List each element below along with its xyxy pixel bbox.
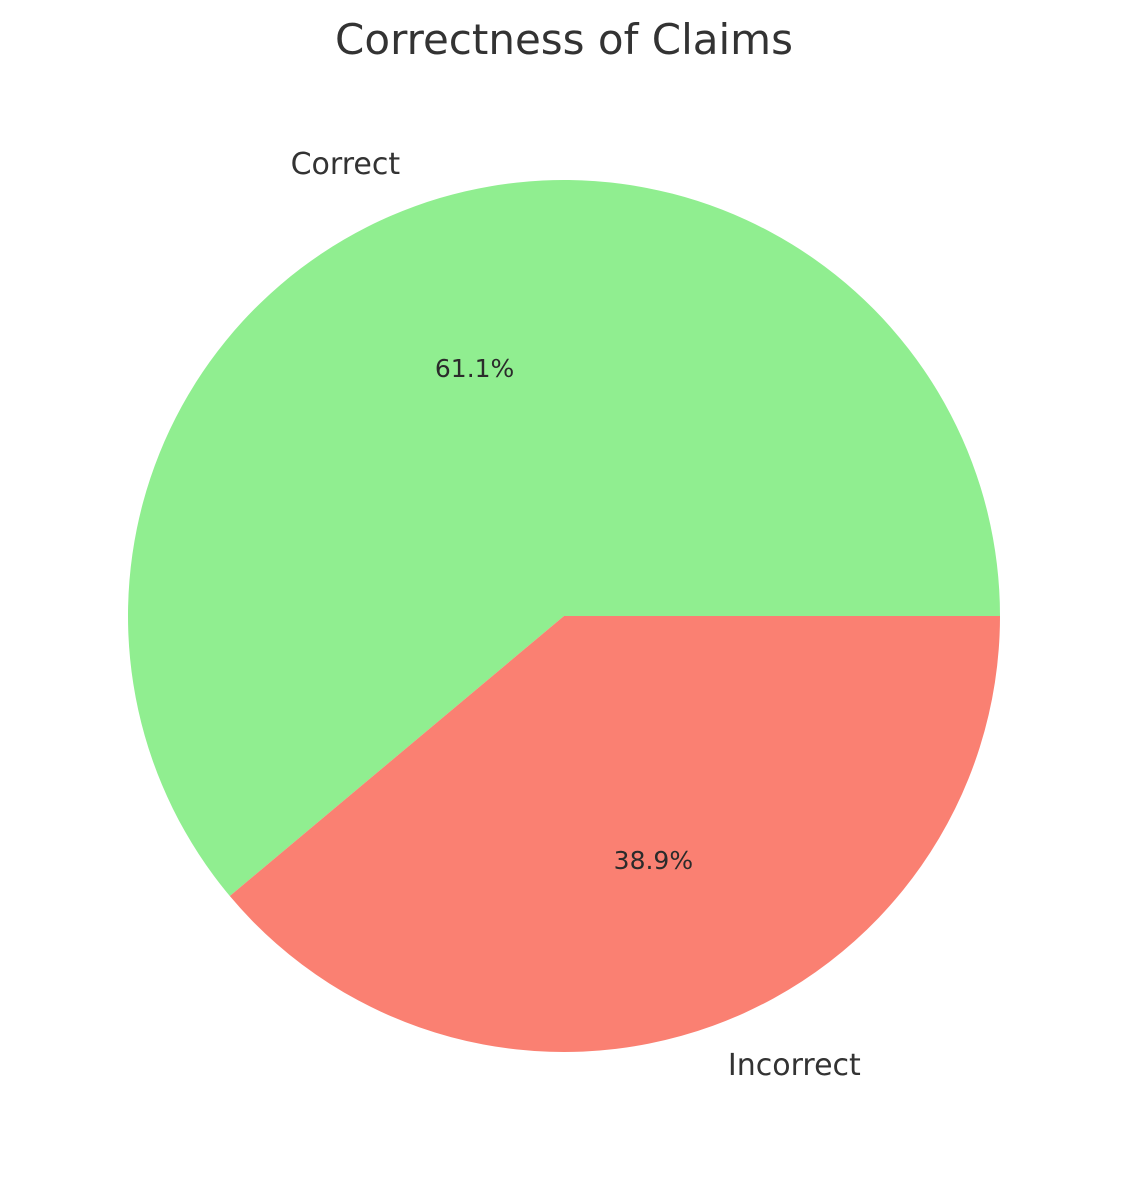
pie-slices	[128, 179, 1000, 1052]
pie-labels: Correct 61.1% Incorrect 38.9%	[291, 147, 861, 1083]
pie-slice-correct	[128, 179, 1000, 897]
pie-slice-incorrect	[229, 616, 1000, 1052]
pct-label-incorrect: 38.9%	[614, 846, 693, 875]
chart-title: Correctness of Claims	[335, 15, 793, 64]
slice-label-correct: Correct	[291, 147, 401, 182]
slice-label-incorrect: Incorrect	[728, 1048, 861, 1083]
pct-label-correct: 61.1%	[435, 354, 514, 383]
